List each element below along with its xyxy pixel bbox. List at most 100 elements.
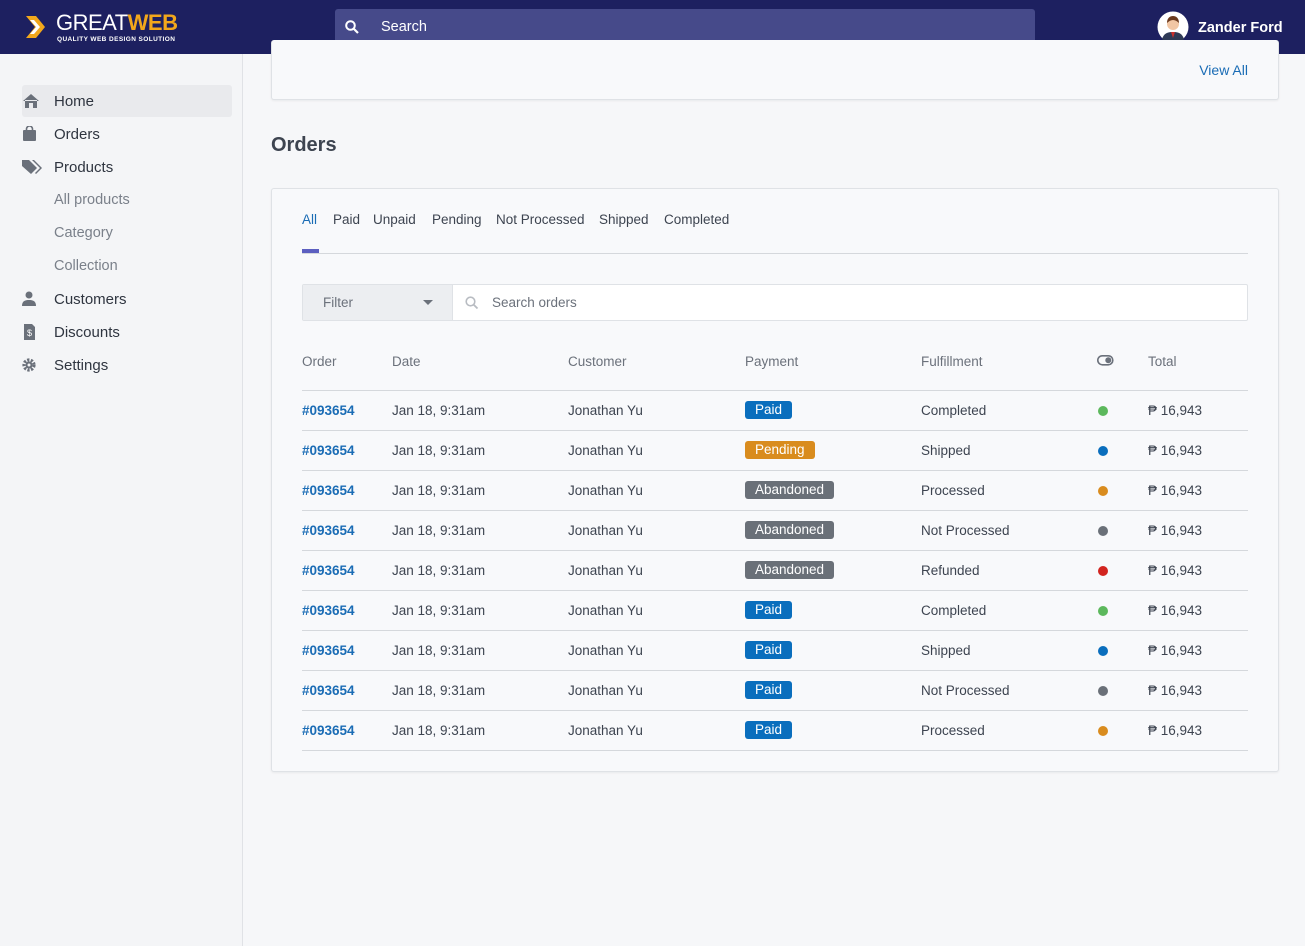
fulfillment: Shipped	[921, 443, 971, 458]
row-rule	[302, 470, 1248, 471]
nav-label: Settings	[54, 356, 109, 374]
svg-text:$: $	[27, 328, 32, 338]
nav-sub[interactable]: Category	[54, 225, 113, 241]
date: Jan 18, 9:31am	[392, 683, 486, 698]
status-dot	[1098, 406, 1108, 416]
filter-label: Filter	[323, 295, 353, 310]
nav-label: Customers	[54, 290, 127, 308]
customer: Jonathan Yu	[568, 563, 643, 578]
nav-discounts[interactable]: $ Discounts	[22, 316, 232, 348]
payment-badge: Abandoned	[745, 521, 835, 539]
icon	[23, 126, 36, 141]
date: Jan 18, 9:31am	[392, 723, 486, 738]
customer: Jonathan Yu	[568, 403, 643, 418]
nav-orders[interactable]: Orders	[22, 118, 232, 150]
filter-dropdown[interactable]: Filter	[303, 285, 453, 320]
filter-bar: Filter Search orders	[302, 284, 1248, 321]
nav-sub[interactable]: All products	[54, 192, 130, 208]
date: Jan 18, 9:31am	[392, 483, 486, 498]
icon: $	[24, 324, 35, 340]
column-header: Fulfillment	[921, 354, 983, 369]
header-rule	[302, 390, 1248, 391]
icon	[23, 94, 39, 108]
fulfillment: Completed	[921, 603, 987, 618]
column-header: Payment	[745, 354, 799, 369]
fulfillment: Shipped	[921, 643, 971, 658]
nav-products[interactable]: Products	[22, 151, 232, 183]
search-placeholder[interactable]: Search orders	[492, 295, 577, 310]
order-id[interactable]: #093654	[302, 403, 355, 418]
order-id[interactable]: #093654	[302, 683, 355, 698]
tab[interactable]: All	[302, 212, 318, 227]
nav-label: Home	[54, 92, 95, 110]
order-id[interactable]: #093654	[302, 483, 355, 498]
date: Jan 18, 9:31am	[392, 443, 486, 458]
payment-badge: Abandoned	[745, 481, 835, 499]
payment-badge: Paid	[745, 681, 793, 699]
status-dot	[1098, 566, 1108, 576]
order-id[interactable]: #093654	[302, 723, 355, 738]
brand[interactable]: GREATWEB	[56, 10, 178, 36]
total: ₱ 16,943	[1148, 483, 1203, 498]
column-header: Order	[302, 354, 337, 369]
nav-sub[interactable]: Collection	[54, 258, 118, 274]
nav-customers[interactable]: Customers	[22, 283, 232, 315]
status-dot	[1098, 646, 1108, 656]
search-box[interactable]: Search	[335, 9, 1035, 45]
total: ₱ 16,943	[1148, 563, 1203, 578]
customer: Jonathan Yu	[568, 443, 643, 458]
row-rule	[302, 710, 1248, 711]
total: ₱ 16,943	[1148, 683, 1203, 698]
tab[interactable]: Not Processed	[496, 212, 585, 227]
payment-badge: Paid	[745, 401, 793, 419]
nav-home[interactable]: Home	[22, 85, 232, 117]
column-header: Customer	[568, 354, 627, 369]
order-id[interactable]: #093654	[302, 563, 355, 578]
avatar[interactable]	[1157, 11, 1189, 43]
tab-divider	[302, 253, 1248, 254]
row-rule	[302, 750, 1248, 751]
customer: Jonathan Yu	[568, 603, 643, 618]
tab[interactable]: Unpaid	[373, 212, 416, 227]
row-rule	[302, 550, 1248, 551]
total: ₱ 16,943	[1148, 723, 1203, 738]
order-id[interactable]: #093654	[302, 443, 355, 458]
sidebar: Home Orders Products All products Catego…	[0, 54, 243, 946]
status-dot	[1098, 686, 1108, 696]
order-id[interactable]: #093654	[302, 523, 355, 538]
total: ₱ 16,943	[1148, 523, 1203, 538]
icon	[22, 291, 36, 306]
row-rule	[302, 630, 1248, 631]
fulfillment: Processed	[921, 483, 985, 498]
tab[interactable]: Shipped	[599, 212, 649, 227]
total: ₱ 16,943	[1148, 603, 1203, 618]
payment-badge: Abandoned	[745, 561, 835, 579]
logo-icon	[26, 16, 45, 38]
nav-label: Discounts	[54, 323, 120, 341]
order-id[interactable]: #093654	[302, 643, 355, 658]
view-all-link[interactable]: View All	[1199, 62, 1248, 78]
tab[interactable]: Pending	[432, 212, 482, 227]
order-id[interactable]: #093654	[302, 603, 355, 618]
customer: Jonathan Yu	[568, 483, 643, 498]
tagline: QUALITY WEB DESIGN SOLUTION	[57, 36, 176, 43]
row-rule	[302, 510, 1248, 511]
nav-settings[interactable]: Settings	[22, 349, 232, 381]
nav-label: Products	[54, 158, 114, 176]
tab[interactable]: Completed	[664, 212, 730, 227]
user-name[interactable]: Zander Ford	[1198, 20, 1283, 36]
column-header: Total	[1148, 354, 1177, 369]
date: Jan 18, 9:31am	[392, 523, 486, 538]
date: Jan 18, 9:31am	[392, 403, 486, 418]
date: Jan 18, 9:31am	[392, 603, 486, 618]
top-card: View All	[271, 40, 1279, 100]
search-placeholder: Search	[381, 19, 427, 35]
column-header: Date	[392, 354, 421, 369]
search-icon	[465, 296, 479, 310]
fulfillment: Completed	[921, 403, 987, 418]
status-dot	[1098, 526, 1108, 536]
tab[interactable]: Paid	[333, 212, 361, 227]
payment-badge: Paid	[745, 721, 793, 739]
